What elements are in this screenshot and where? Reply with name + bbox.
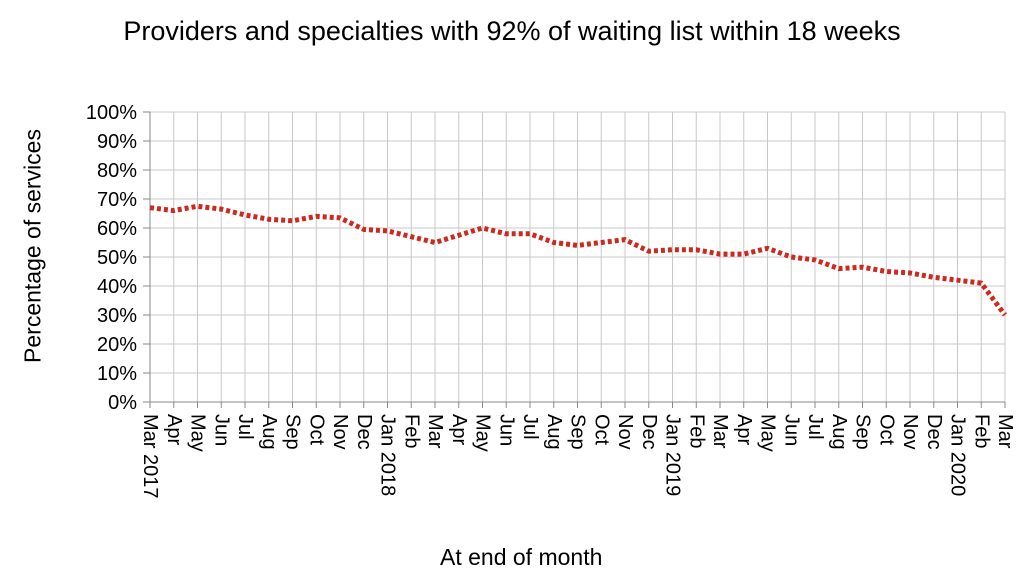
x-tick-label: Mar bbox=[424, 414, 446, 449]
x-tick-label: Jun bbox=[780, 414, 802, 446]
x-tick-label: Dec bbox=[923, 414, 945, 450]
y-tick-label: 60% bbox=[97, 218, 137, 240]
x-tick-label: Oct bbox=[305, 414, 327, 446]
x-tick-label: Nov bbox=[899, 414, 921, 450]
x-tick-label: Jul bbox=[234, 414, 256, 440]
x-tick-label: May bbox=[187, 414, 209, 452]
x-tick-label: Nov bbox=[614, 414, 636, 450]
x-tick-label: Jun bbox=[210, 414, 232, 446]
y-tick-label: 40% bbox=[97, 276, 137, 298]
y-tick-label: 10% bbox=[97, 363, 137, 385]
x-tick-label: Sep bbox=[852, 414, 874, 450]
y-tick-label: 80% bbox=[97, 160, 137, 182]
chart-title: Providers and specialties with 92% of wa… bbox=[123, 16, 901, 46]
x-tick-label: Dec bbox=[353, 414, 375, 450]
x-tick-label: Apr bbox=[733, 414, 755, 445]
y-tick-label: 90% bbox=[97, 131, 137, 153]
x-tick-label: Oct bbox=[875, 414, 897, 446]
x-tick-label: Jan 2018 bbox=[377, 414, 399, 496]
y-tick-label: 50% bbox=[97, 247, 137, 269]
x-tick-label: Nov bbox=[329, 414, 351, 450]
x-tick-label: Mar bbox=[994, 414, 1016, 449]
x-tick-label: May bbox=[472, 414, 494, 452]
y-tick-label: 30% bbox=[97, 305, 137, 327]
x-tick-label: Feb bbox=[970, 414, 992, 448]
x-tick-label: Aug bbox=[828, 414, 850, 450]
x-tick-label: Jul bbox=[804, 414, 826, 440]
x-tick-label: Jan 2019 bbox=[662, 414, 684, 496]
x-tick-label: Feb bbox=[685, 414, 707, 448]
x-tick-label: Apr bbox=[448, 414, 470, 445]
x-tick-label: Aug bbox=[543, 414, 565, 450]
x-tick-label: Jan 2020 bbox=[947, 414, 969, 496]
x-tick-label: Apr bbox=[163, 414, 185, 445]
y-tick-label: 70% bbox=[97, 189, 137, 211]
x-tick-label: Sep bbox=[282, 414, 304, 450]
x-tick-label: Aug bbox=[258, 414, 280, 450]
x-tick-label: Jul bbox=[519, 414, 541, 440]
x-tick-label: May bbox=[757, 414, 779, 452]
x-tick-label: Mar bbox=[709, 414, 731, 449]
y-tick-label: 0% bbox=[108, 392, 137, 414]
x-tick-label: Sep bbox=[567, 414, 589, 450]
x-tick-label: Mar 2017 bbox=[139, 414, 161, 499]
x-axis-title: At end of month bbox=[440, 544, 603, 570]
y-tick-label: 100% bbox=[86, 102, 137, 124]
x-tick-label: Dec bbox=[638, 414, 660, 450]
x-tick-label: Jun bbox=[495, 414, 517, 446]
x-tick-label: Feb bbox=[400, 414, 422, 448]
series-line bbox=[149, 203, 1008, 317]
y-tick-label: 20% bbox=[97, 334, 137, 356]
x-tick-label: Oct bbox=[590, 414, 612, 446]
